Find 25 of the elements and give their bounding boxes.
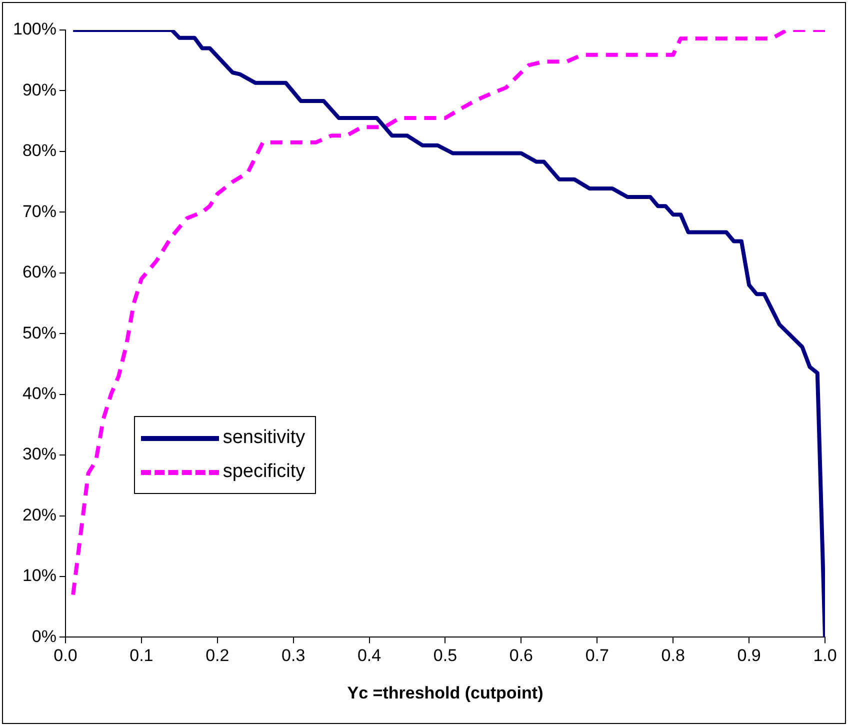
x-axis-title: Yc =threshold (cutpoint): [347, 683, 544, 702]
y-tick-label: 0%: [32, 626, 56, 646]
y-tick-label: 80%: [22, 141, 56, 160]
y-tick-label: 20%: [22, 505, 56, 524]
y-tick-label: 30%: [22, 444, 56, 464]
x-tick-label: 0.0: [54, 646, 78, 666]
y-tick-label: 10%: [22, 566, 56, 586]
y-tick-label: 70%: [22, 202, 56, 221]
x-tick-label: 0.4: [357, 646, 382, 666]
y-tick-label: 50%: [22, 323, 56, 342]
x-tick-label: 0.2: [206, 646, 230, 666]
x-tick-label: 0.9: [737, 646, 761, 666]
y-tick-label: 100%: [12, 20, 56, 39]
legend-label: specificity: [222, 461, 306, 484]
x-tick-label: 0.1: [130, 646, 154, 666]
x-tick-label: 1.0: [813, 646, 837, 666]
x-tick-label: 0.5: [433, 646, 458, 666]
y-tick-label: 90%: [22, 80, 56, 100]
x-tick-label: 0.8: [661, 646, 685, 666]
x-tick-label: 0.6: [509, 646, 534, 666]
x-tick-label: 0.7: [585, 646, 609, 666]
y-tick-label: 60%: [22, 262, 56, 282]
legend-label: sensitivity: [222, 427, 306, 450]
x-tick-label: 0.3: [282, 646, 306, 666]
y-tick-label: 40%: [22, 384, 56, 404]
